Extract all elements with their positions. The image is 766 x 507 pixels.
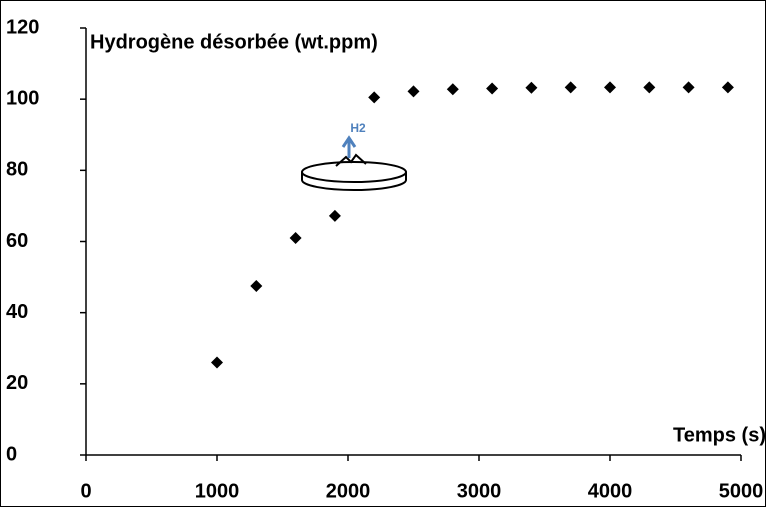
point [564, 81, 577, 94]
point [328, 209, 341, 222]
point [250, 279, 263, 292]
point [289, 231, 302, 244]
y-tick-label: 60 [6, 230, 28, 252]
point [721, 81, 734, 94]
point [446, 83, 459, 96]
point [407, 85, 420, 98]
point [604, 81, 616, 94]
y-tick-label: 100 [6, 87, 39, 109]
x-axis-label: Temps (s) [673, 424, 766, 446]
annotation: H2 [350, 121, 366, 135]
x-tick-label: 4000 [588, 480, 633, 502]
point [525, 81, 538, 94]
point [368, 91, 381, 104]
y-tick-label: 40 [6, 301, 28, 323]
point [486, 82, 499, 95]
y-tick-label: 20 [6, 372, 28, 394]
y-tick-label: 80 [6, 159, 28, 181]
point [211, 356, 223, 369]
y-axis-label: Hydrogène désorbée (wt.ppm) [90, 31, 378, 53]
point [643, 81, 656, 94]
x-tick-label: 1000 [195, 480, 240, 502]
x-tick-label: 0 [80, 480, 91, 502]
x-tick-label: 2000 [326, 480, 371, 502]
x-tick-label: 5000 [719, 480, 764, 502]
x-tick-label: 3000 [457, 480, 502, 502]
disc-icon [301, 135, 407, 191]
y-tick-label: 120 [6, 16, 39, 38]
y-tick-label: 0 [6, 443, 17, 465]
point [682, 81, 695, 94]
